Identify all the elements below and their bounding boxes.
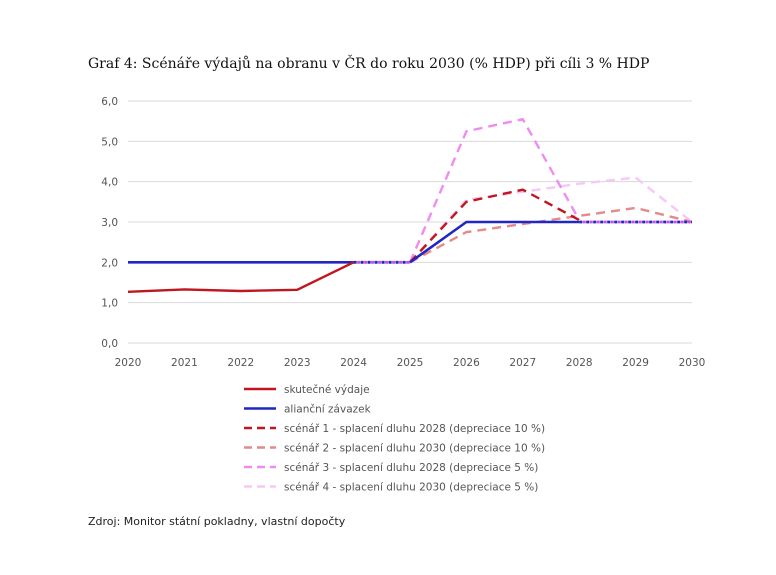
- series-line-6: [409, 176, 693, 264]
- legend-label: alianční závazek: [284, 404, 372, 416]
- legend: skutečné výdaje alianční závazek scénář 1 …: [244, 384, 545, 494]
- x-tick-label: 2026: [453, 357, 480, 369]
- legend-label: scénář 4 - splacení dluhu 2030 (deprecia…: [284, 482, 538, 494]
- series-line-1: [127, 261, 355, 293]
- x-tick-label: 2027: [509, 357, 536, 369]
- x-tick-label: 2021: [171, 357, 198, 369]
- x-tick-label: 2023: [284, 357, 311, 369]
- y-tick-label: 1,0: [101, 298, 118, 310]
- y-tick-label: 3,0: [101, 217, 118, 229]
- y-tick-label: 4,0: [101, 177, 118, 189]
- source-note: Zdroj: Monitor státní pokladny, vlastní …: [88, 515, 346, 528]
- y-axis-ticks: 0,0 1,0 2,0 3,0 4,0 5,0 6,0: [101, 96, 118, 350]
- series-line-4: [409, 206, 693, 264]
- y-tick-label: 5,0: [101, 136, 118, 148]
- x-tick-label: 2029: [622, 357, 649, 369]
- x-tick-label: 2022: [227, 357, 254, 369]
- series-line-alliance: [409, 220, 580, 264]
- x-axis-ticks: 2020 2021 2022 2023 2024 2025 2026 2027 2028 2029…: [115, 357, 706, 369]
- x-tick-label: 2025: [397, 357, 424, 369]
- legend-label: scénář 1 - splacení dluhu 2028 (deprecia…: [284, 423, 545, 435]
- series-lines: [127, 118, 693, 293]
- series-line-5: [408, 118, 581, 263]
- legend-label: scénář 2 - splacení dluhu 2030 (deprecia…: [284, 443, 545, 455]
- chart-title: Graf 4: Scénáře výdajů na obranu v ČR do…: [88, 56, 650, 72]
- x-tick-label: 2028: [566, 357, 593, 369]
- legend-label: scénář 3 - splacení dluhu 2028 (deprecia…: [284, 462, 538, 474]
- y-tick-label: 6,0: [101, 96, 118, 108]
- x-tick-label: 2024: [340, 357, 367, 369]
- x-tick-label: 2030: [679, 357, 706, 369]
- series-line-3: [409, 188, 580, 264]
- y-tick-label: 2,0: [101, 257, 118, 269]
- legend-label: skutečné výdaje: [284, 384, 370, 396]
- y-tick-label: 0,0: [101, 338, 118, 350]
- x-tick-label: 2020: [115, 357, 142, 369]
